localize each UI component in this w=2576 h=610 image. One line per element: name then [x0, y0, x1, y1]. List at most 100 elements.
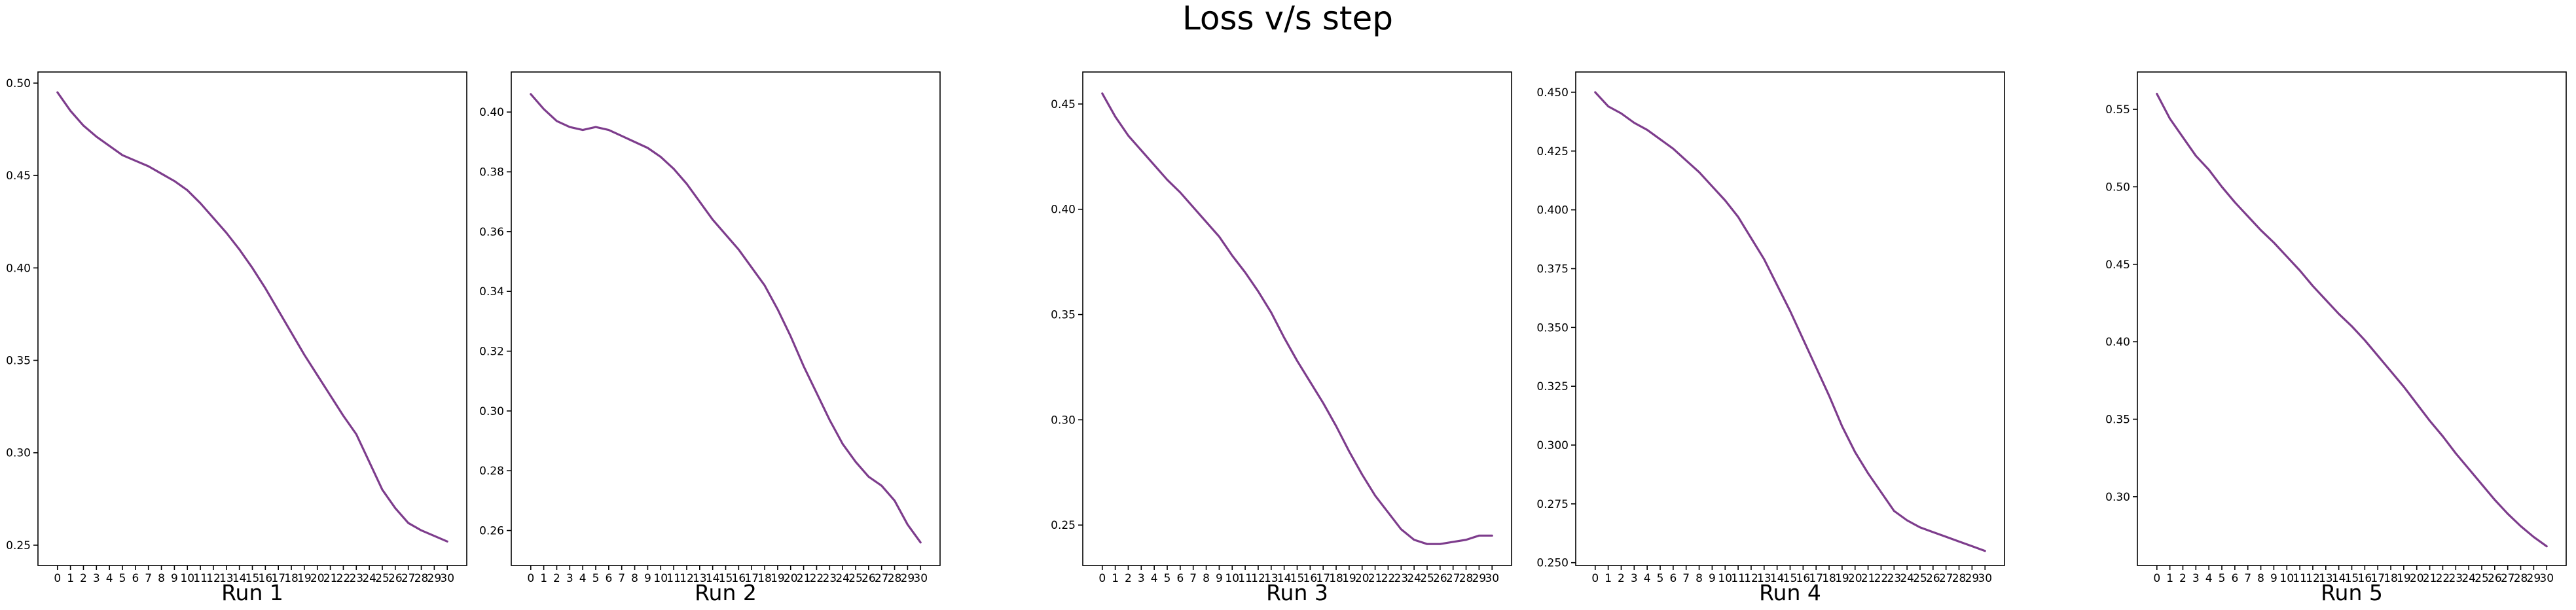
x-tick-label: 2: [2179, 572, 2186, 585]
x-tick-label: 14: [706, 572, 720, 585]
x-tick-label: 24: [362, 572, 376, 585]
x-tick-label: 28: [1459, 572, 1474, 585]
x-tick-label: 22: [810, 572, 824, 585]
y-tick-label: 0.40: [6, 262, 31, 275]
x-tick-label: 29: [427, 572, 442, 585]
x-tick-label: 9: [171, 572, 178, 585]
x-tick-label: 5: [1657, 572, 1664, 585]
x-tick-label: 26: [862, 572, 876, 585]
x-tick-label: 11: [1238, 572, 1252, 585]
x-tick-label: 30: [440, 572, 454, 585]
x-tick-label: 22: [1381, 572, 1396, 585]
x-axis-label: Run 4: [1759, 580, 1821, 605]
x-tick-label: 24: [1900, 572, 1914, 585]
x-tick-label: 15: [2345, 572, 2359, 585]
x-tick-label: 21: [1368, 572, 1383, 585]
x-tick-label: 18: [1822, 572, 1836, 585]
x-tick-label: 8: [631, 572, 638, 585]
x-tick-label: 15: [1783, 572, 1798, 585]
y-tick-label: 0.350: [1536, 321, 1569, 334]
x-tick-label: 30: [1978, 572, 1992, 585]
x-tick-label: 5: [2219, 572, 2226, 585]
x-tick-label: 13: [1264, 572, 1279, 585]
x-tick-label: 9: [2270, 572, 2277, 585]
x-tick-label: 25: [2475, 572, 2489, 585]
x-tick-label: 7: [2244, 572, 2251, 585]
y-tick-label: 0.425: [1536, 145, 1569, 158]
y-tick-label: 0.28: [479, 465, 504, 478]
y-tick-label: 0.50: [6, 77, 31, 90]
x-tick-label: 28: [2514, 572, 2528, 585]
x-tick-label: 9: [1709, 572, 1716, 585]
y-tick-label: 0.38: [479, 166, 504, 179]
y-tick-label: 0.45: [1051, 98, 1076, 111]
x-tick-label: 3: [1138, 572, 1145, 585]
x-tick-label: 21: [2423, 572, 2437, 585]
y-tick-label: 0.34: [479, 285, 504, 298]
x-tick-label: 30: [2539, 572, 2554, 585]
x-tick-label: 0: [1098, 572, 1106, 585]
x-tick-label: 13: [1757, 572, 1771, 585]
x-tick-label: 20: [1848, 572, 1862, 585]
y-tick-label: 0.36: [479, 226, 504, 239]
loss-line: [2156, 92, 2548, 548]
x-tick-label: 3: [1631, 572, 1638, 585]
x-tick-label: 10: [2279, 572, 2294, 585]
x-tick-label: 10: [1225, 572, 1239, 585]
x-tick-label: 2: [553, 572, 560, 585]
y-tick-label: 0.375: [1536, 262, 1569, 276]
x-tick-label: 11: [1731, 572, 1745, 585]
x-tick-label: 13: [693, 572, 707, 585]
x-tick-label: 22: [2436, 572, 2450, 585]
x-tick-label: 4: [106, 572, 113, 585]
x-tick-label: 15: [1290, 572, 1305, 585]
axes-frame: [511, 71, 941, 566]
x-tick-label: 0: [527, 572, 534, 585]
x-tick-label: 4: [2205, 572, 2213, 585]
x-tick-label: 17: [1316, 572, 1330, 585]
x-tick-label: 12: [206, 572, 221, 585]
x-tick-label: 14: [1277, 572, 1292, 585]
x-tick-label: 12: [1251, 572, 1265, 585]
x-tick-label: 11: [666, 572, 681, 585]
x-axis-label: Run 1: [221, 580, 283, 605]
x-tick-label: 6: [1176, 572, 1184, 585]
x-tick-label: 5: [1164, 572, 1171, 585]
x-tick-label: 21: [323, 572, 338, 585]
y-tick-label: 0.35: [2105, 414, 2130, 427]
x-tick-label: 2: [80, 572, 87, 585]
y-tick-label: 0.450: [1536, 86, 1569, 99]
x-tick-label: 28: [1952, 572, 1967, 585]
x-tick-label: 0: [2153, 572, 2160, 585]
y-tick-label: 0.275: [1536, 498, 1569, 511]
x-tick-label: 27: [401, 572, 416, 585]
loss-line: [1101, 92, 1493, 545]
x-tick-label: 27: [875, 572, 889, 585]
x-tick-label: 7: [1189, 572, 1197, 585]
y-tick-label: 0.400: [1536, 204, 1569, 217]
loss-line: [1594, 91, 1986, 552]
x-tick-label: 2: [1618, 572, 1625, 585]
x-tick-label: 11: [193, 572, 208, 585]
x-tick-label: 1: [2166, 572, 2173, 585]
x-tick-label: 20: [1355, 572, 1370, 585]
x-tick-label: 22: [1874, 572, 1889, 585]
x-tick-label: 3: [566, 572, 573, 585]
x-tick-label: 23: [349, 572, 363, 585]
x-tick-label: 1: [1112, 572, 1119, 585]
y-tick-label: 0.325: [1536, 380, 1569, 393]
y-tick-label: 0.300: [1536, 439, 1569, 452]
y-tick-label: 0.30: [1051, 414, 1076, 427]
x-tick-label: 23: [822, 572, 837, 585]
x-tick-label: 8: [158, 572, 165, 585]
x-tick-label: 1: [1605, 572, 1612, 585]
y-tick-label: 0.40: [2105, 336, 2130, 349]
x-tick-label: 4: [1644, 572, 1651, 585]
x-tick-label: 17: [271, 572, 285, 585]
loss-line: [530, 93, 922, 544]
x-tick-label: 2: [1125, 572, 1132, 585]
x-tick-label: 23: [2448, 572, 2463, 585]
x-tick-label: 17: [744, 572, 759, 585]
x-tick-label: 18: [757, 572, 772, 585]
y-tick-label: 0.30: [2105, 491, 2130, 504]
